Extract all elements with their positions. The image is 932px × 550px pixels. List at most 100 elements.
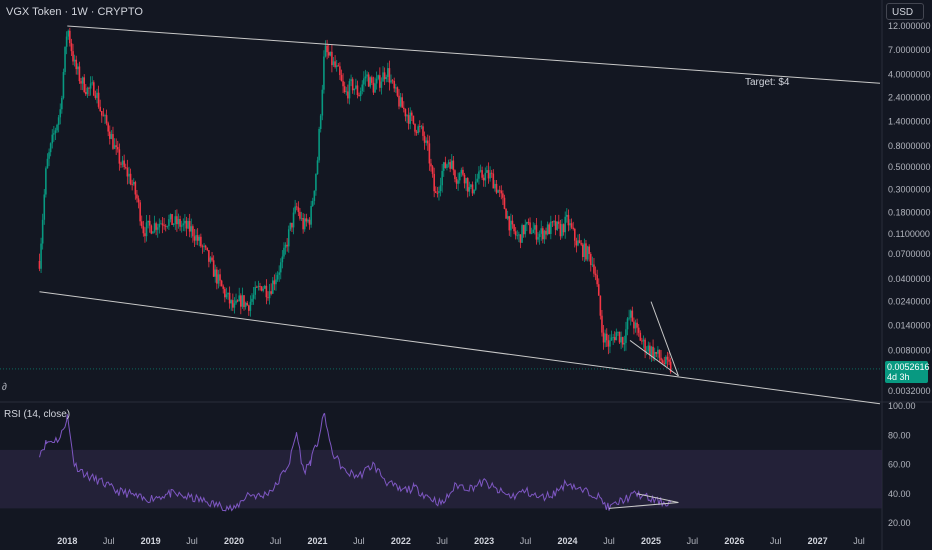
candle-body (562, 224, 565, 233)
price-axis[interactable]: 12.000000 7.0000000 4.0000000 2.4000000 1.40… (888, 21, 931, 396)
candle-body (594, 273, 597, 276)
candle-body (310, 206, 312, 225)
trendline-wedge_upper[interactable] (650, 301, 679, 377)
candle-body (655, 351, 658, 354)
rsi-axis[interactable]: 100.00 80.00 60.00 40.00 20.00 (888, 401, 916, 528)
price-tick-label: 0.5000000 (888, 162, 931, 172)
candle-body (505, 208, 507, 219)
candle-body (327, 52, 330, 56)
time-axis[interactable]: 2018 Jul 2019 Jul 2020 Jul 2021 Jul 2022 Jul 2023 J… (57, 536, 864, 546)
rsi-trendline-upper[interactable] (637, 493, 679, 504)
candle-body (361, 84, 364, 91)
rsi-band (0, 449, 882, 509)
candle-body (340, 75, 343, 82)
trendline-wedge_lower[interactable] (629, 340, 679, 377)
time-tick-label: 2018 (57, 536, 77, 546)
candle-body (613, 337, 616, 341)
time-tick-label: 2021 (308, 536, 328, 546)
candle-body (129, 173, 132, 185)
price-tick-label: 2.4000000 (888, 92, 931, 102)
candle-body (607, 340, 610, 347)
sigma-icon[interactable]: ∂ (2, 382, 7, 393)
time-tick-label: 2026 (724, 536, 744, 546)
time-tick-label: Jul (186, 536, 198, 546)
candle-body (316, 160, 319, 175)
candle-body (303, 218, 306, 230)
candle-body (387, 68, 389, 77)
candle-body (561, 224, 563, 237)
trendline-channel_top[interactable] (67, 25, 881, 84)
candle-body (342, 81, 344, 87)
candle-body (577, 240, 579, 246)
candle-body (398, 95, 400, 107)
candle-body (326, 45, 328, 53)
candle-body (450, 160, 453, 169)
candles (38, 27, 672, 374)
trendline-channel_bottom[interactable] (39, 291, 881, 405)
candle-body (46, 158, 49, 169)
candle-body (190, 226, 193, 232)
candle-body (172, 223, 175, 225)
price-tick-label: 1.4000000 (888, 116, 931, 126)
candle-body (204, 245, 207, 248)
candle-body (251, 298, 253, 302)
candle-body (658, 349, 661, 358)
candle-body (150, 225, 153, 234)
time-tick-label: Jul (270, 536, 282, 546)
candle-body (479, 170, 482, 172)
candle-body (581, 244, 584, 258)
candle-body (612, 337, 614, 338)
candle-body (473, 189, 475, 194)
candle-body (40, 243, 42, 269)
candle-body (283, 247, 285, 257)
candle-body (193, 236, 196, 241)
candle-body (263, 285, 266, 289)
price-tick-label: 0.1100000 (888, 229, 930, 239)
candle-body (543, 230, 546, 240)
candle-body (153, 223, 156, 232)
candle-body (399, 97, 402, 107)
candle-body (224, 288, 226, 298)
candle-body (572, 227, 574, 229)
candle-body (573, 228, 576, 241)
candle-body (236, 300, 239, 302)
currency-button[interactable]: USD (886, 3, 924, 20)
candle-body (465, 178, 467, 184)
candle-body (161, 223, 164, 226)
candle-body (104, 115, 106, 117)
candle-body (391, 80, 394, 82)
candle-body (428, 143, 431, 164)
candle-body (471, 184, 474, 194)
rsi-tick-label: 40.00 (888, 489, 911, 499)
symbol-title[interactable]: VGX Token · 1W · CRYPTO (6, 6, 143, 18)
candle-body (482, 177, 485, 181)
candle-body (540, 228, 543, 234)
candle-body (102, 115, 105, 117)
candle-body (511, 220, 514, 225)
candle-body (43, 194, 46, 220)
candle-body (618, 331, 621, 343)
candle-body (255, 286, 258, 288)
price-tick-label: 0.0140000 (888, 321, 931, 331)
candle-body (660, 357, 662, 361)
price-tick-label: 0.0700000 (888, 249, 931, 259)
candle-body (551, 221, 554, 223)
candle-body (634, 322, 637, 329)
rsi-trendline-lower[interactable] (608, 502, 679, 509)
rsi-title[interactable]: RSI (14, close) (4, 409, 71, 420)
candle-body (160, 223, 162, 225)
candle-body (53, 133, 55, 135)
candle-body (558, 221, 560, 224)
candle-body (639, 332, 642, 341)
candle-body (589, 253, 592, 265)
candle-body (441, 170, 443, 186)
candle-body (243, 295, 245, 308)
candle-body (235, 300, 237, 304)
candle-body (404, 108, 407, 117)
candle-body (187, 220, 189, 229)
candle-body (369, 77, 372, 87)
candle-body (502, 193, 504, 198)
candle-body (179, 218, 181, 227)
candle-body (169, 214, 172, 220)
